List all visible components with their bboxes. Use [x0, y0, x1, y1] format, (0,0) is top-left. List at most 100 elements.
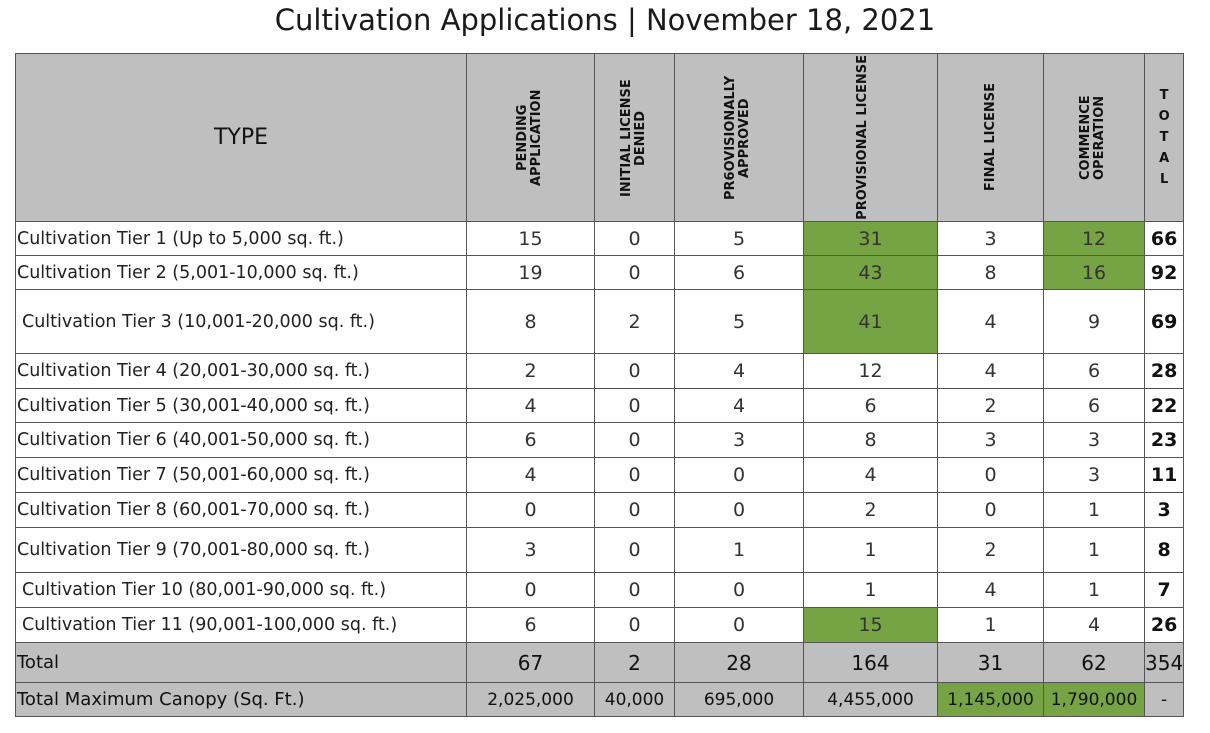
denied-cell: 2: [594, 289, 675, 354]
total-cell: 28: [1143, 353, 1185, 389]
final-cell: 1: [937, 607, 1044, 643]
denied-cell: 0: [594, 255, 675, 290]
cultivation-table: TYPE PENDING APPLICATION INITIAL LICENSE…: [15, 53, 1185, 717]
denied-cell: 0: [594, 607, 675, 643]
prov-approved-cell: 1: [674, 527, 804, 573]
pending-cell: 4: [466, 457, 595, 493]
total-cell: 92: [1143, 255, 1185, 290]
total-cell: 7: [1143, 572, 1185, 608]
tier-label: Cultivation Tier 3 (10,001-20,000 sq. ft…: [15, 289, 467, 354]
prov-approved-cell: 4: [674, 353, 804, 389]
commence-total: 62: [1043, 642, 1145, 683]
denied-cell: 0: [594, 221, 675, 256]
tier-label: Cultivation Tier 9 (70,001-80,000 sq. ft…: [15, 527, 467, 573]
total-cell: 3: [1143, 492, 1185, 528]
tier-label: Cultivation Tier 11 (90,001-100,000 sq. …: [15, 607, 467, 643]
total-cell: 66: [1143, 221, 1185, 256]
table-row: Cultivation Tier 5 (30,001-40,000 sq. ft…: [15, 388, 1185, 423]
prov-approved-total: 28: [674, 642, 804, 683]
header-pending-label: PENDING APPLICATION: [514, 89, 544, 186]
header-final-label: FINAL LICENSE: [982, 83, 998, 192]
final-total: 31: [937, 642, 1044, 683]
final-cell: 0: [937, 457, 1044, 493]
pending-total: 67: [466, 642, 595, 683]
commence-cell: 1: [1043, 527, 1145, 573]
total-cell: 23: [1143, 422, 1185, 458]
table-row: Cultivation Tier 8 (60,001-70,000 sq. ft…: [15, 492, 1185, 528]
pending-cell: 2: [466, 353, 595, 389]
total-cell: 11: [1143, 457, 1185, 493]
pending-cell: 19: [466, 255, 595, 290]
header-commence-label: COMMENCE OPERATION: [1078, 95, 1107, 180]
table-row: Cultivation Tier 10 (80,001-90,000 sq. f…: [15, 572, 1185, 608]
prov-approved-canopy: 695,000: [674, 682, 804, 717]
tier-label: Cultivation Tier 2 (5,001-10,000 sq. ft.…: [15, 255, 467, 290]
canopy-row: Total Maximum Canopy (Sq. Ft.) 2,025,000…: [15, 682, 1185, 717]
header-total-letter: O: [1158, 109, 1170, 124]
pending-cell: 8: [466, 289, 595, 354]
header-denied-label: INITIAL LICENSE DENIED: [618, 78, 648, 197]
header-denied: INITIAL LICENSE DENIED: [594, 53, 675, 222]
final-cell: 3: [937, 221, 1044, 256]
tier-label: Cultivation Tier 10 (80,001-90,000 sq. f…: [15, 572, 467, 608]
final-cell: 4: [937, 289, 1044, 354]
pending-cell: 0: [466, 492, 595, 528]
commence-cell: 1: [1043, 572, 1145, 608]
table-row: Cultivation Tier 9 (70,001-80,000 sq. ft…: [15, 527, 1185, 573]
denied-cell: 0: [594, 388, 675, 423]
canopy-label: Total Maximum Canopy (Sq. Ft.): [15, 682, 467, 717]
header-total: T O T A L: [1143, 53, 1185, 222]
total-cell: 22: [1143, 388, 1185, 423]
tier-label: Cultivation Tier 6 (40,001-50,000 sq. ft…: [15, 422, 467, 458]
prov-approved-cell: 5: [674, 221, 804, 256]
header-type: TYPE: [15, 53, 467, 222]
header-row: TYPE PENDING APPLICATION INITIAL LICENSE…: [15, 53, 1185, 222]
header-total-letter: A: [1159, 151, 1170, 166]
denied-cell: 0: [594, 422, 675, 458]
pending-cell: 15: [466, 221, 595, 256]
total-canopy: -: [1143, 682, 1185, 717]
prov-approved-cell: 0: [674, 607, 804, 643]
total-cell: 69: [1143, 289, 1185, 354]
commence-cell: 9: [1043, 289, 1145, 354]
commence-cell: 1: [1043, 492, 1145, 528]
tier-label: Cultivation Tier 5 (30,001-40,000 sq. ft…: [15, 388, 467, 423]
denied-cell: 0: [594, 572, 675, 608]
final-cell: 8: [937, 255, 1044, 290]
header-final: FINAL LICENSE: [937, 53, 1044, 222]
header-prov-approved-label: PR6OVISIONALLY APPROVED: [723, 75, 752, 200]
prov-approved-cell: 6: [674, 255, 804, 290]
header-total-letter: T: [1159, 88, 1169, 103]
prov-license-cell: 6: [803, 388, 938, 423]
prov-license-cell: 31: [803, 221, 938, 256]
prov-license-canopy: 4,455,000: [803, 682, 938, 717]
denied-total: 2: [594, 642, 675, 683]
prov-license-cell: 15: [803, 607, 938, 643]
tier-label: Cultivation Tier 1 (Up to 5,000 sq. ft.): [15, 221, 467, 256]
table-row: Cultivation Tier 3 (10,001-20,000 sq. ft…: [15, 289, 1185, 354]
final-cell: 3: [937, 422, 1044, 458]
prov-license-cell: 41: [803, 289, 938, 354]
commence-cell: 3: [1043, 457, 1145, 493]
final-canopy: 1,145,000: [937, 682, 1044, 717]
table-row: Cultivation Tier 1 (Up to 5,000 sq. ft.)…: [15, 221, 1185, 256]
header-prov-approved: PR6OVISIONALLY APPROVED: [674, 53, 804, 222]
denied-cell: 0: [594, 492, 675, 528]
denied-canopy: 40,000: [594, 682, 675, 717]
prov-approved-cell: 0: [674, 457, 804, 493]
pending-canopy: 2,025,000: [466, 682, 595, 717]
denied-cell: 0: [594, 353, 675, 389]
prov-license-cell: 1: [803, 527, 938, 573]
pending-cell: 3: [466, 527, 595, 573]
final-cell: 2: [937, 388, 1044, 423]
tier-label: Cultivation Tier 4 (20,001-30,000 sq. ft…: [15, 353, 467, 389]
prov-license-cell: 8: [803, 422, 938, 458]
prov-approved-cell: 0: [674, 492, 804, 528]
denied-cell: 0: [594, 457, 675, 493]
table-row: Cultivation Tier 6 (40,001-50,000 sq. ft…: [15, 422, 1185, 458]
prov-license-cell: 2: [803, 492, 938, 528]
table-row: Cultivation Tier 2 (5,001-10,000 sq. ft.…: [15, 255, 1185, 290]
prov-license-cell: 43: [803, 255, 938, 290]
prov-approved-cell: 3: [674, 422, 804, 458]
commence-cell: 4: [1043, 607, 1145, 643]
